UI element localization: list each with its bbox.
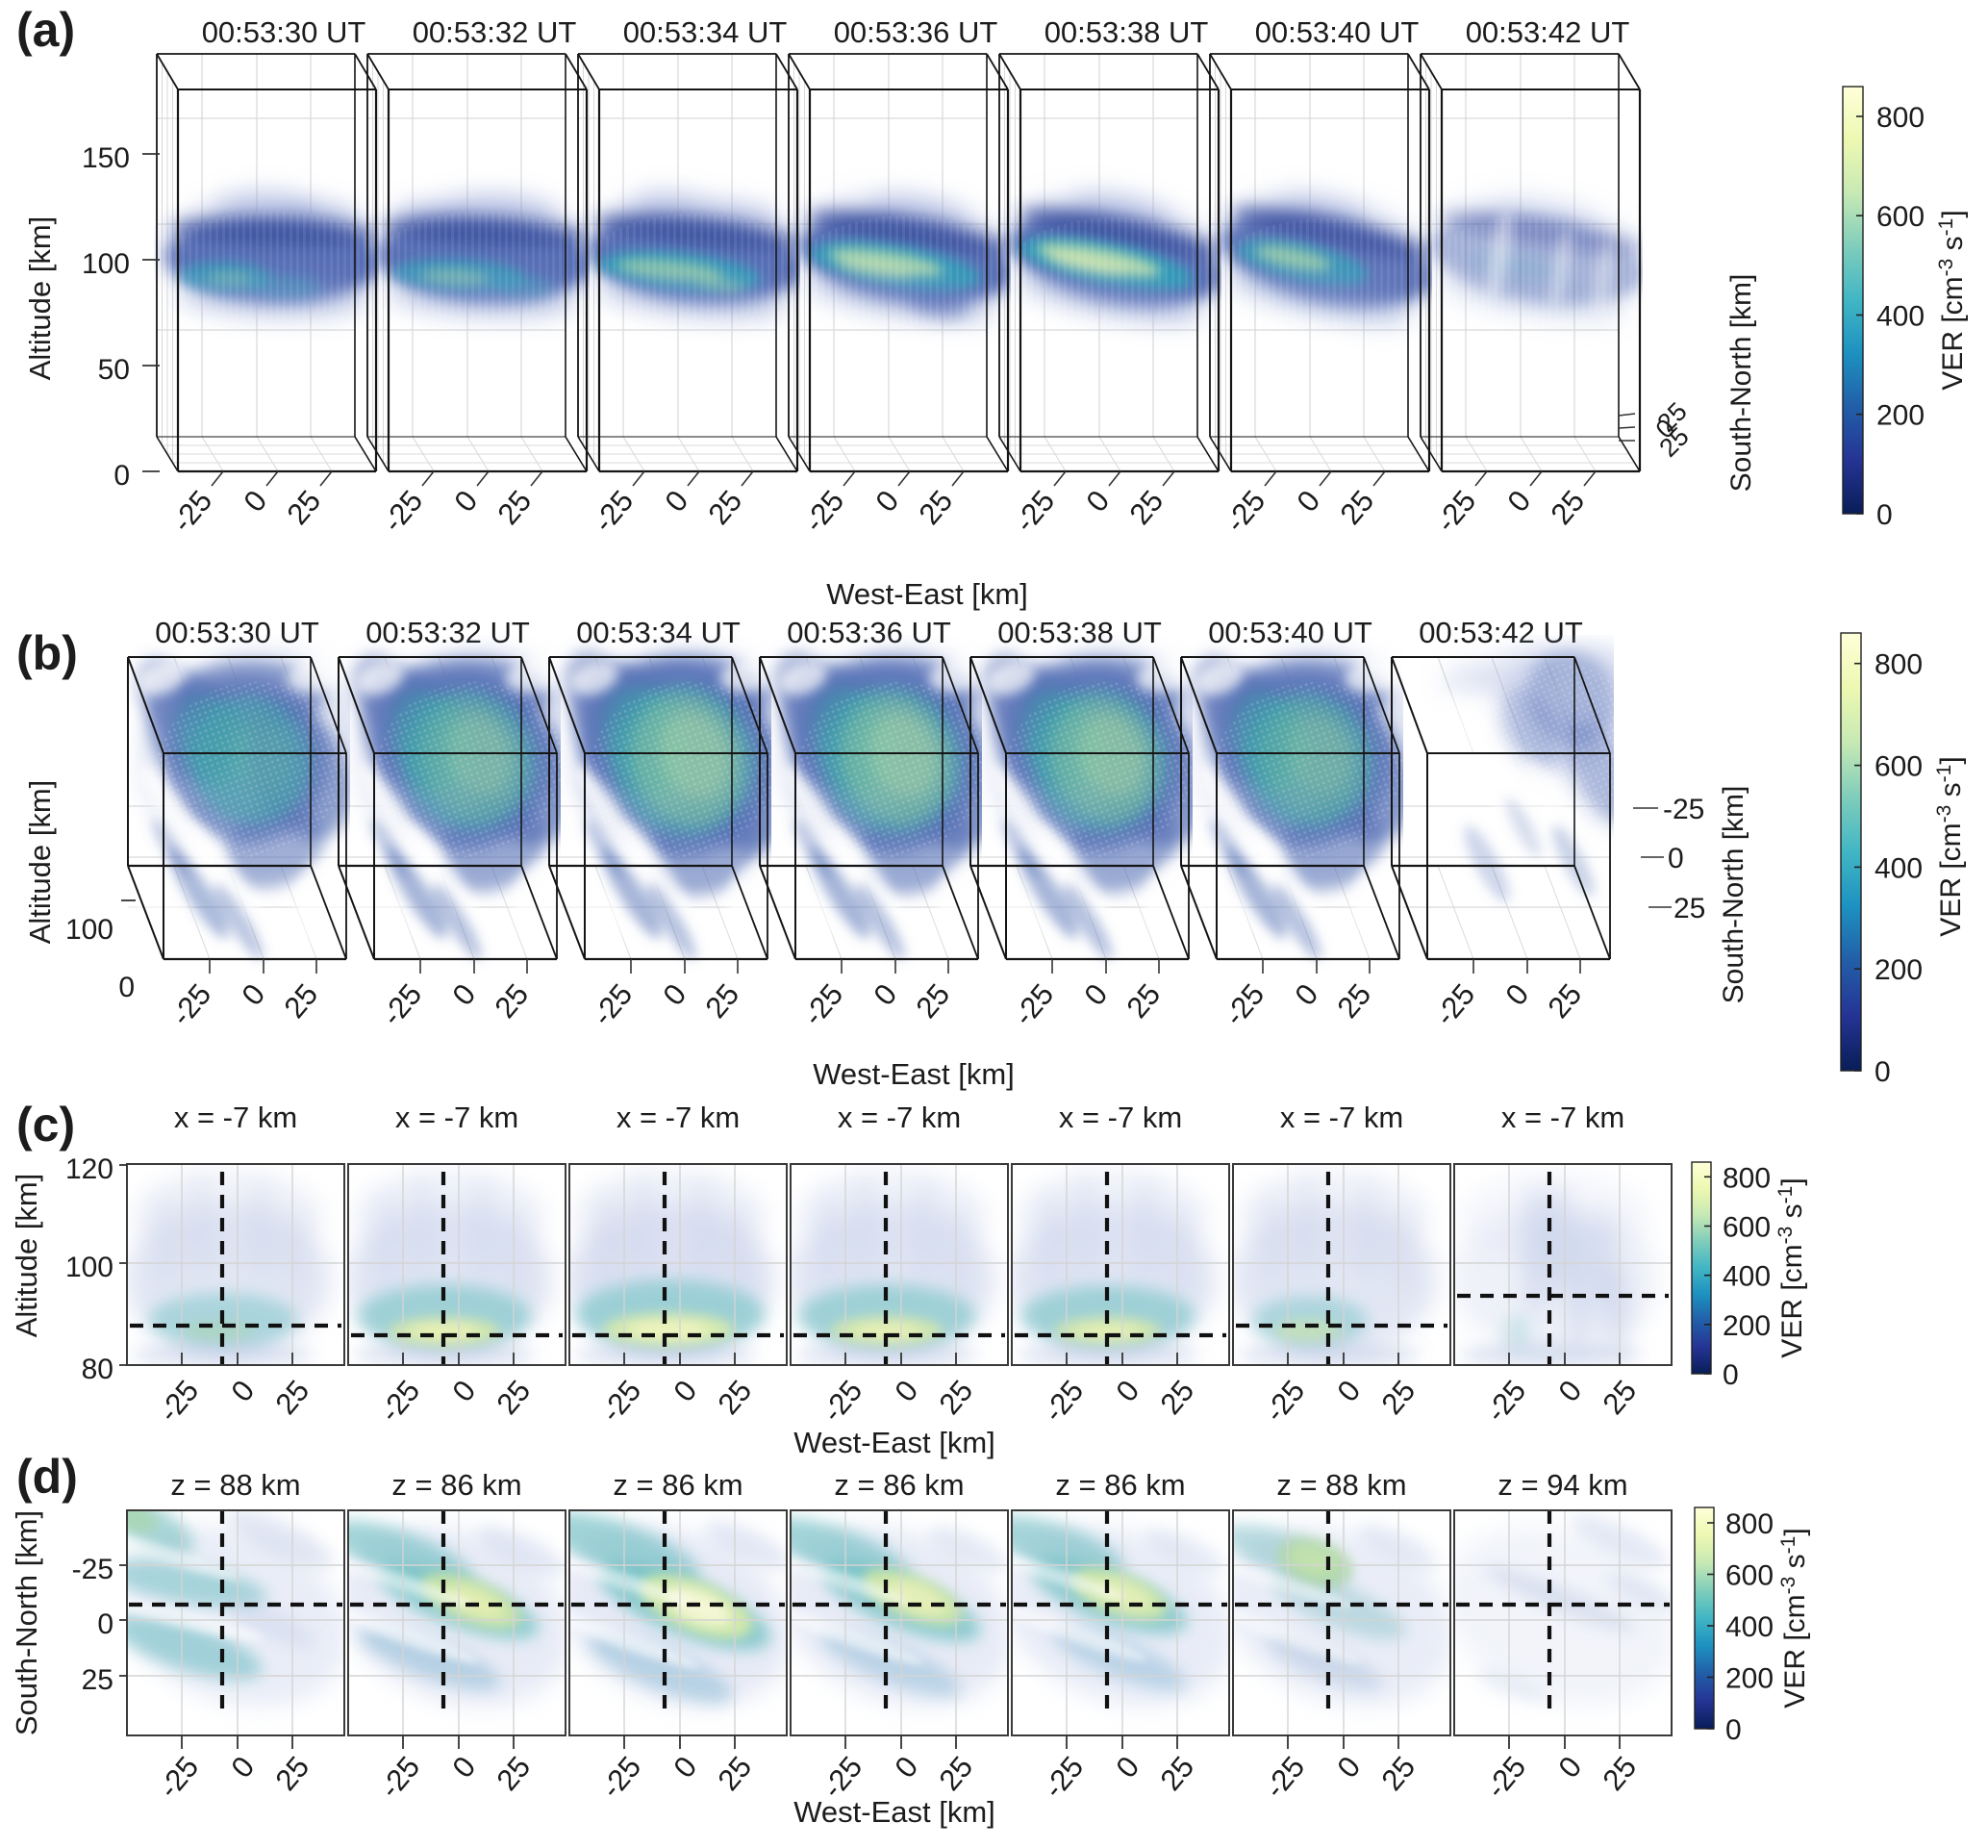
svg-text:(d): (d) [16,1450,78,1504]
svg-text:800: 800 [1725,1508,1774,1540]
svg-text:-25: -25 [1663,794,1704,825]
svg-text:400: 400 [1876,301,1925,333]
svg-text:25: 25 [82,1664,113,1696]
svg-text:West-East [km]: West-East [km] [793,1795,995,1829]
svg-text:South-North [km]: South-North [km] [10,1510,43,1735]
svg-text:200: 200 [1876,400,1925,432]
svg-text:0: 0 [1876,499,1893,531]
svg-text:x = -7 km: x = -7 km [617,1101,740,1134]
svg-text:Altitude [km]: Altitude [km] [23,216,57,381]
svg-text:(b): (b) [16,626,78,680]
svg-text:x = -7 km: x = -7 km [1280,1101,1403,1134]
svg-text:200: 200 [1723,1310,1771,1342]
svg-text:-25: -25 [72,1554,113,1585]
svg-text:0: 0 [118,972,135,1003]
svg-text:100: 100 [65,914,113,946]
svg-text:400: 400 [1725,1611,1774,1643]
svg-text:z = 88 km: z = 88 km [1276,1468,1406,1502]
svg-text:z = 88 km: z = 88 km [170,1468,300,1502]
svg-text:600: 600 [1723,1212,1771,1244]
svg-text:00:53:42 UT: 00:53:42 UT [1466,15,1630,49]
svg-text:80: 80 [82,1354,113,1385]
svg-text:0: 0 [97,1608,113,1640]
svg-text:VER [cm-3 s-1]: VER [cm-3 s-1] [1933,756,1967,936]
svg-text:00:53:38 UT: 00:53:38 UT [997,616,1162,649]
svg-text:West-East [km]: West-East [km] [813,1057,1015,1091]
svg-text:0: 0 [1725,1714,1742,1746]
svg-text:x = -7 km: x = -7 km [1501,1101,1624,1134]
svg-text:West-East [km]: West-East [km] [826,577,1028,611]
svg-text:0: 0 [1668,843,1684,874]
svg-text:z = 86 km: z = 86 km [1055,1468,1185,1502]
svg-text:x = -7 km: x = -7 km [174,1101,297,1134]
svg-text:25: 25 [1673,893,1705,924]
svg-text:(c): (c) [16,1098,75,1152]
svg-text:z = 86 km: z = 86 km [834,1468,964,1502]
svg-text:600: 600 [1875,751,1923,783]
svg-text:00:53:36 UT: 00:53:36 UT [834,15,998,49]
svg-text:200: 200 [1725,1663,1774,1695]
svg-text:150: 150 [82,142,130,174]
svg-text:100: 100 [82,248,130,280]
svg-text:West-East [km]: West-East [km] [793,1426,995,1459]
svg-text:x = -7 km: x = -7 km [395,1101,518,1134]
svg-text:VER [cm-3 s-1]: VER [cm-3 s-1] [1777,1528,1811,1708]
svg-text:400: 400 [1723,1261,1771,1293]
svg-text:VER [cm-3 s-1]: VER [cm-3 s-1] [1774,1177,1808,1357]
svg-text:(a): (a) [16,3,75,57]
svg-text:z = 86 km: z = 86 km [613,1468,742,1502]
svg-text:South-North [km]: South-North [km] [1725,274,1757,493]
svg-text:120: 120 [65,1153,113,1185]
svg-text:00:53:32 UT: 00:53:32 UT [413,15,577,49]
svg-text:800: 800 [1876,102,1925,134]
svg-text:00:53:34 UT: 00:53:34 UT [623,15,788,49]
svg-text:400: 400 [1875,852,1923,884]
svg-text:00:53:30 UT: 00:53:30 UT [202,15,366,49]
svg-text:z = 94 km: z = 94 km [1497,1468,1627,1502]
svg-text:100: 100 [65,1252,113,1283]
svg-text:0: 0 [113,460,130,492]
svg-text:00:53:34 UT: 00:53:34 UT [576,616,741,649]
svg-text:x = -7 km: x = -7 km [1059,1101,1182,1134]
svg-text:800: 800 [1875,649,1923,681]
svg-text:0: 0 [1723,1359,1739,1391]
svg-text:00:53:30 UT: 00:53:30 UT [155,616,319,649]
svg-text:800: 800 [1723,1162,1771,1194]
svg-text:600: 600 [1725,1560,1774,1592]
svg-text:Altitude [km]: Altitude [km] [10,1174,43,1338]
svg-text:00:53:32 UT: 00:53:32 UT [365,616,530,649]
svg-text:00:53:38 UT: 00:53:38 UT [1044,15,1209,49]
svg-text:0: 0 [1875,1056,1891,1088]
svg-text:Altitude [km]: Altitude [km] [23,780,57,945]
svg-text:x = -7 km: x = -7 km [838,1101,961,1134]
svg-text:z = 86 km: z = 86 km [391,1468,521,1502]
svg-text:VER [cm-3 s-1]: VER [cm-3 s-1] [1935,210,1969,390]
svg-text:South-North [km]: South-North [km] [1718,786,1749,1004]
svg-text:50: 50 [98,354,130,386]
svg-text:00:53:40 UT: 00:53:40 UT [1208,616,1372,649]
svg-text:00:53:36 UT: 00:53:36 UT [787,616,951,649]
svg-text:00:53:40 UT: 00:53:40 UT [1255,15,1420,49]
svg-text:600: 600 [1876,201,1925,233]
svg-text:200: 200 [1875,954,1923,986]
svg-text:00:53:42 UT: 00:53:42 UT [1419,616,1583,649]
